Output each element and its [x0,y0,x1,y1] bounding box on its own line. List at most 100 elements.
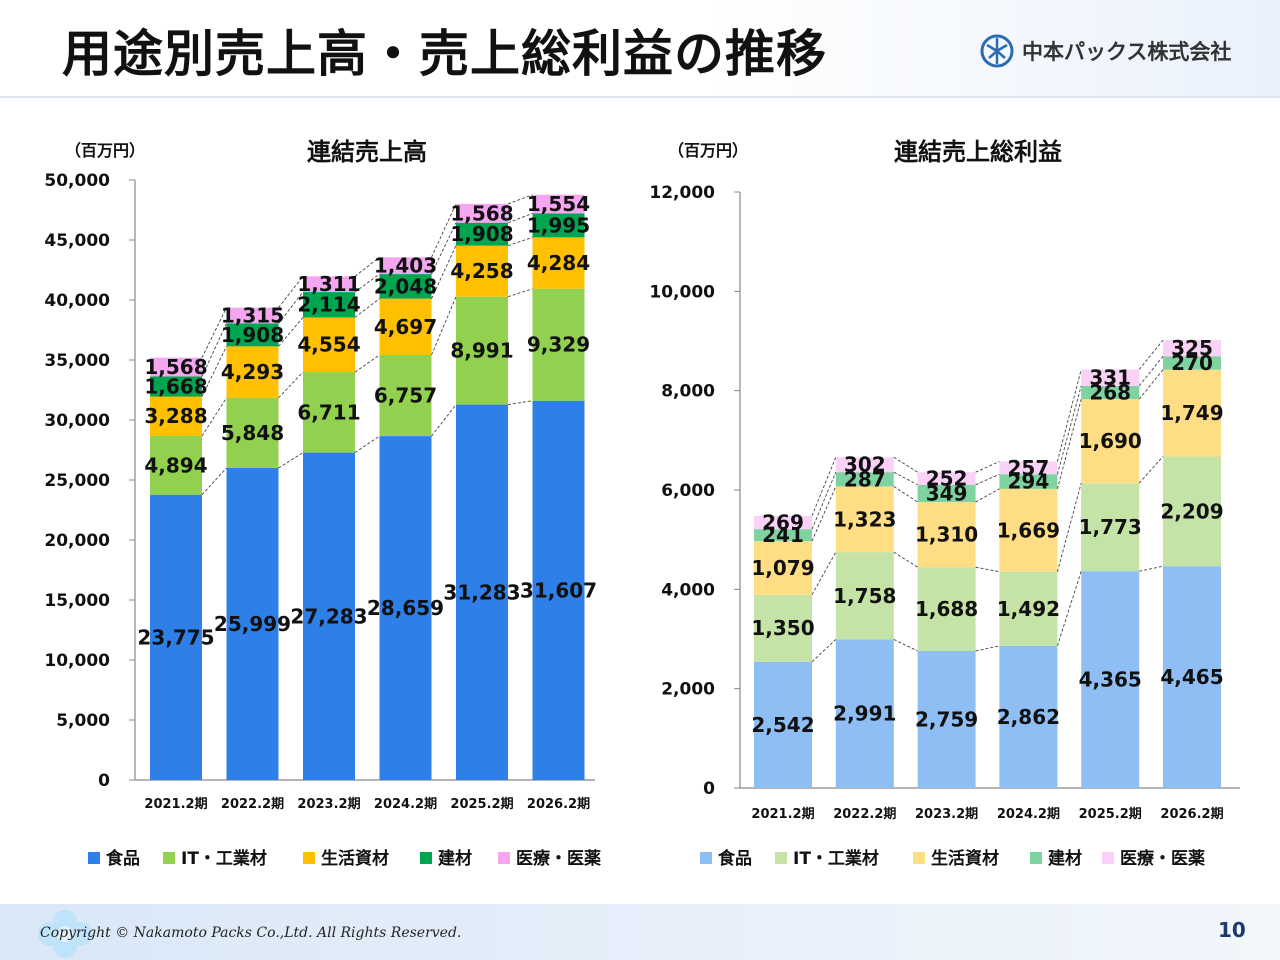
connector-line [201,346,227,397]
bar-segment [917,650,976,788]
data-label: 6,757 [374,384,437,408]
data-label: 4,258 [450,259,513,283]
bar-segment [1081,385,1140,400]
connector-line [1139,565,1164,572]
data-label: 4,465 [1160,665,1223,689]
connector-line [975,461,1000,473]
data-label: 1,758 [833,584,896,608]
data-label: 4,293 [221,360,284,384]
bar-segment [456,203,508,223]
y-tick-label: 10,000 [44,651,110,671]
y-tick-label: 6,000 [661,481,715,501]
connector-line [893,471,918,486]
bar-segment [303,452,355,780]
bar-segment [226,307,279,324]
x-category-label: 2026.2期 [1160,807,1223,822]
data-label: 1,315 [221,304,284,328]
connector-line [354,435,380,453]
connector-line [893,551,918,568]
header-divider [0,96,1280,98]
bar-segment [999,474,1058,489]
bar-segment [1163,456,1221,567]
y-tick-label: 12,000 [649,183,715,203]
y-tick-label: 20,000 [44,531,110,551]
data-label: 1,669 [997,518,1060,542]
company-name: 中本パックス株式会社 [1022,40,1232,64]
data-label: 287 [844,467,886,491]
chart-title: 連結売上総利益 [894,138,1062,166]
connector-line [1056,571,1082,646]
legend-swatch [775,852,787,864]
data-label: 5,848 [221,421,284,445]
page-title: 用途別売上高・売上総利益の推移 [62,25,827,83]
legend-swatch [1102,852,1114,864]
bar-segment [379,274,432,299]
bar-segment [917,484,976,503]
connector-line [1138,369,1164,400]
bar-segment [917,567,976,651]
bar-segment [532,288,585,401]
data-label: 27,283 [290,604,367,628]
y-tick-label: 45,000 [44,231,110,251]
connector-line [431,296,457,356]
bar-segment [1163,356,1221,370]
bar-segment [999,571,1058,646]
bar-segment [1081,483,1140,572]
connector-line [201,307,227,358]
data-label: 1,323 [833,507,896,531]
footer-band [0,904,1280,960]
data-label: 269 [762,510,804,534]
legend-swatch [420,852,432,864]
connector-line [811,471,837,530]
data-label: 302 [844,453,886,477]
connector-line [1138,355,1164,387]
bar-segment [532,194,585,214]
bar-segment [835,552,894,640]
connector-line [354,273,380,293]
data-label: 4,284 [527,251,590,275]
data-label: 4,554 [297,333,360,357]
y-tick-label: 4,000 [661,580,715,600]
y-tick-label: 35,000 [44,351,110,371]
data-label: 25,999 [214,612,291,636]
bar-segment [835,457,894,473]
y-axis-unit: （百万円） [668,141,748,160]
y-tick-label: 15,000 [44,591,110,611]
data-label: 4,697 [374,315,437,339]
bar-segment [303,276,355,293]
bar-segment [303,372,355,453]
bar-segment [917,472,976,485]
connector-line [893,639,918,652]
legend-swatch [303,852,315,864]
legend-label: 生活資材 [321,848,389,869]
bar-segment [456,296,508,405]
y-tick-label: 10,000 [649,282,715,302]
data-label: 2,991 [833,702,896,726]
connector-line [1056,483,1082,572]
connector-line [507,236,533,247]
bar-segment [379,436,432,780]
data-label: 294 [1008,470,1050,494]
data-label: 241 [762,523,804,547]
bar-segment [150,357,202,377]
bar-segment [150,435,202,495]
connector-line [431,404,457,437]
bar-segment [303,317,355,373]
bar-segment [754,661,812,788]
chart-2: 連結売上総利益 （百万円） 0 2,000 4,000 6,000 8,000 10,000 1… [649,138,1240,869]
data-label: 4,365 [1079,668,1142,692]
legend-label: 建材 [438,848,472,869]
bar-segment [754,541,812,595]
data-label: 1,492 [997,597,1060,621]
data-label: 1,688 [915,597,978,621]
bar-segment [917,502,976,568]
y-tick-label: 40,000 [44,291,110,311]
data-label: 257 [1008,456,1050,480]
bar-segment [150,494,202,780]
bar-segment [532,400,585,780]
header-band [0,0,1280,96]
data-label: 1,568 [450,201,513,225]
bar-segment [226,397,279,469]
bar-segment [754,529,812,542]
y-tick-label: 30,000 [44,411,110,431]
